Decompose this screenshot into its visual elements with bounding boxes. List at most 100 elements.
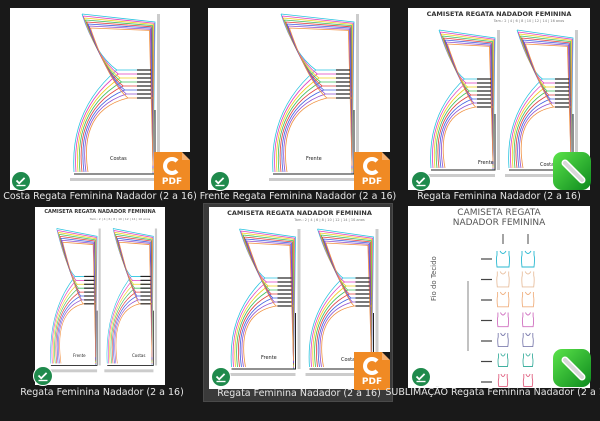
thumbnail: CAMISETA REGATA NADADOR FEMININA Fio do … [408,206,590,388]
pattern-line [435,35,494,169]
tank-top-outline [521,291,535,308]
ruler [375,229,379,369]
pattern-line [239,238,294,368]
piece-label: Costas [132,353,146,358]
ruler [227,373,296,376]
file-name: Regata Feminina Nadador (2 a 16) [417,191,581,202]
pattern-line [113,237,153,364]
pattern-line [317,238,372,368]
file-tile-selected[interactable]: CAMISETA REGATA NADADOR FEMININA Tam.: 2… [203,203,393,402]
pattern-line [236,234,294,368]
synced-check-icon [411,367,431,387]
pdf-file-icon: PDF [154,152,190,190]
synced-check-icon [210,171,230,191]
pdf-text: PDF [161,177,183,187]
ruler [297,229,301,369]
pattern-line [276,17,353,173]
pattern-outline [431,114,496,171]
pencil-app-icon [553,152,591,190]
file-tile[interactable]: Frente PDF Frente Regata Feminina Nadado… [200,5,396,203]
tank-top-outline [496,312,510,328]
tank-top-outline [496,291,510,308]
tank-top-outline [497,373,509,387]
ruler [356,14,359,174]
pattern-line [517,39,572,169]
pattern-line [314,234,372,368]
piece-label: Frente [261,355,277,361]
thumbnail-title: CAMISETA REGATA NADADOR FEMININA [426,10,572,18]
pattern-line [439,39,494,169]
piece-label: Costas [110,156,127,162]
tank-top-outline [521,271,535,288]
pattern-line [84,25,154,173]
ruler [48,369,98,373]
pattern-line [243,242,294,368]
file-name: Frente Regata Feminina Nadador (2 a 16) [199,191,397,202]
pattern-drawing [427,29,578,177]
pattern-line [277,19,353,173]
pdf-file-icon: PDF [354,352,390,390]
file-tile[interactable]: CAMISETA REGATA NADADOR FEMININA Fio do … [385,203,600,401]
tank-top-outline [522,353,534,367]
synced-check-icon [211,367,231,387]
pattern-line [115,241,153,364]
pattern-line [54,233,96,364]
synced-check-icon [411,171,431,191]
piece-label: Frente [478,160,494,166]
pattern-drawing [70,13,160,181]
ruler [98,228,101,366]
pattern-line [86,27,154,173]
pattern-line [110,233,153,364]
tank-top-outline [497,353,509,367]
pattern-line [77,17,154,173]
ruler [104,369,154,373]
tank-top-sizes-drawing [467,234,535,387]
thumbnail-title-line2: NADADOR FEMININA [452,218,546,228]
file-tile[interactable]: CAMISETA REGATA NADADOR FEMININA Tam.: 2… [5,203,195,401]
pattern-outline [273,110,355,175]
tank-top-outline [522,373,534,387]
pattern-line [80,21,154,173]
file-tile[interactable]: CAMISETA REGATA NADADOR FEMININA Tam.: 2… [403,5,595,203]
thumbnail: CAMISETA REGATA NADADOR FEMININA Tam.: 2… [35,207,165,385]
pattern-line [283,25,353,173]
pattern-line [520,43,572,169]
tank-top-outline [496,271,510,288]
tank-top-outline [497,332,509,348]
pattern-outline [50,310,98,366]
pattern-outline [74,110,156,175]
tank-top-outline [522,332,534,348]
thumbnail: Costas [10,8,190,190]
pdf-file-icon: PDF [354,152,390,190]
thumbnail-sizes: Tam.: 2 | 4 | 6 | 8 | 10 | 12 | 14 | 16 … [294,218,365,222]
thumbnail-title: CAMISETA REGATA NADADOR FEMININA [44,209,156,215]
file-name: Regata Feminina Nadador (2 a 16) [20,387,184,398]
piece-label: Frente [306,156,322,162]
piece-label: Frente [73,353,86,358]
synced-check-icon [11,171,31,191]
pencil-app-icon [553,349,591,387]
ruler [497,30,500,170]
tank-top-outline [521,250,535,268]
synced-check-icon [33,366,53,386]
thumbnail-title-line1: CAMISETA REGATA [457,208,541,218]
pattern-line [285,27,353,173]
pattern-outline [107,310,154,366]
pattern-line [78,19,154,173]
file-tile[interactable]: Costas PDF Costa Regata Feminina Nadador… [3,5,197,203]
file-name: Costa Regata Feminina Nadador (2 a 16) [3,191,197,202]
file-name: SUBLIMAÇÃO Regata Feminina Nadador (2 a … [385,387,600,398]
ruler [269,178,354,181]
pattern-line [59,241,96,364]
file-name: Regata Feminina Nadador (2 a 16) [217,388,381,399]
pattern-line [56,237,96,364]
pdf-text: PDF [361,377,383,387]
thumbnail-sizes: Tam.: 2 | 4 | 6 | 8 | 10 | 12 | 14 | 16 … [493,19,565,23]
ruler [157,14,160,174]
pattern-line [279,21,353,173]
pattern-outline [231,313,296,370]
piece-label: Costas [540,162,557,168]
tank-top-outline [496,250,510,268]
pdf-text: PDF [361,177,383,187]
ruler [305,373,374,376]
